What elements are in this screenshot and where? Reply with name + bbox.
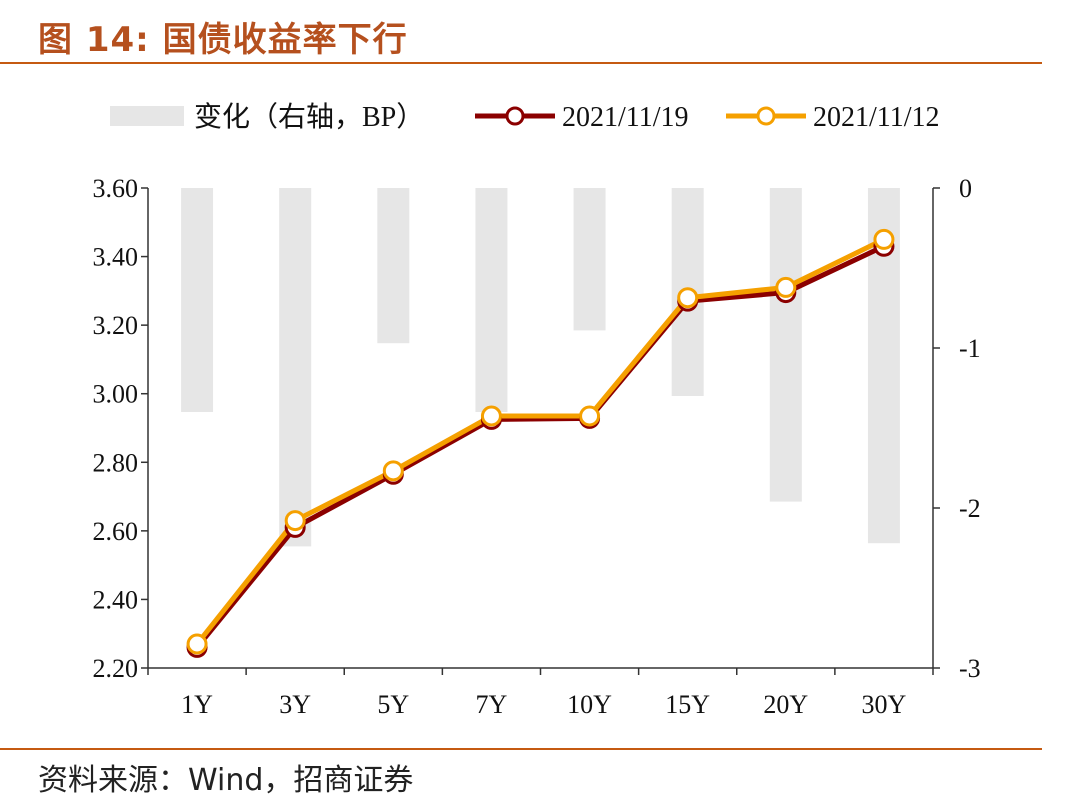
source-rule [0,748,1042,750]
point-1112-20Y [775,276,797,298]
source-note: 资料来源：Wind，招商证券 [38,763,414,798]
x-tick-label: 10Y [567,690,612,719]
left-tick-label: 2.20 [93,654,139,683]
x-tick-label: 5Y [377,690,409,719]
legend-1119-label: 2021/11/19 [562,102,689,133]
bar-20Y [769,188,802,502]
left-tick-label: 2.40 [93,585,139,614]
legend-1112-marker [756,106,776,126]
x-tick-label: 3Y [279,690,311,719]
legend-bar-swatch [110,106,184,126]
yield-chart: 2.20 2.40 2.60 2.80 3.00 3.20 3.40 3.60 -3 -2 -1 0 1… [93,101,981,719]
point-1112-1Y [186,633,208,655]
bar-3Y [279,188,312,547]
bar-10Y [573,188,606,331]
x-tick-label: 1Y [181,690,213,719]
legend-1119-marker [505,106,525,126]
point-1112-3Y [284,510,306,532]
left-tick-label: 3.20 [93,311,139,340]
left-tick-label: 2.60 [93,517,139,546]
left-tick-label: 3.40 [93,243,139,272]
right-tick-label: -3 [959,654,981,683]
x-tick-label: 7Y [476,690,508,719]
legend-1112-label: 2021/11/12 [813,102,940,133]
line-1112 [195,237,886,646]
left-tick-label: 3.60 [93,174,139,203]
title-rule [0,62,1042,64]
bar-7Y [475,188,508,412]
chart-title: 图 14: 国债收益率下行 [38,20,408,60]
point-1112-7Y [480,405,502,427]
point-1112-5Y [382,460,404,482]
x-tick-label: 20Y [763,690,808,719]
left-tick-label: 3.00 [93,380,139,409]
right-tick-label: -1 [959,334,981,363]
right-tick-label: 0 [959,174,972,203]
bar-5Y [377,188,410,344]
x-tick-label: 30Y [862,690,907,719]
line-1119 [195,244,886,650]
point-1112-30Y [873,228,895,250]
x-tick-label: 15Y [665,690,710,719]
legend-bar-label: 变化（右轴，BP） [194,101,424,133]
right-tick-label: -2 [959,494,981,523]
bar-1Y [181,188,214,412]
point-1112-10Y [579,405,601,427]
left-tick-label: 2.80 [93,448,139,477]
point-1112-15Y [677,287,699,309]
